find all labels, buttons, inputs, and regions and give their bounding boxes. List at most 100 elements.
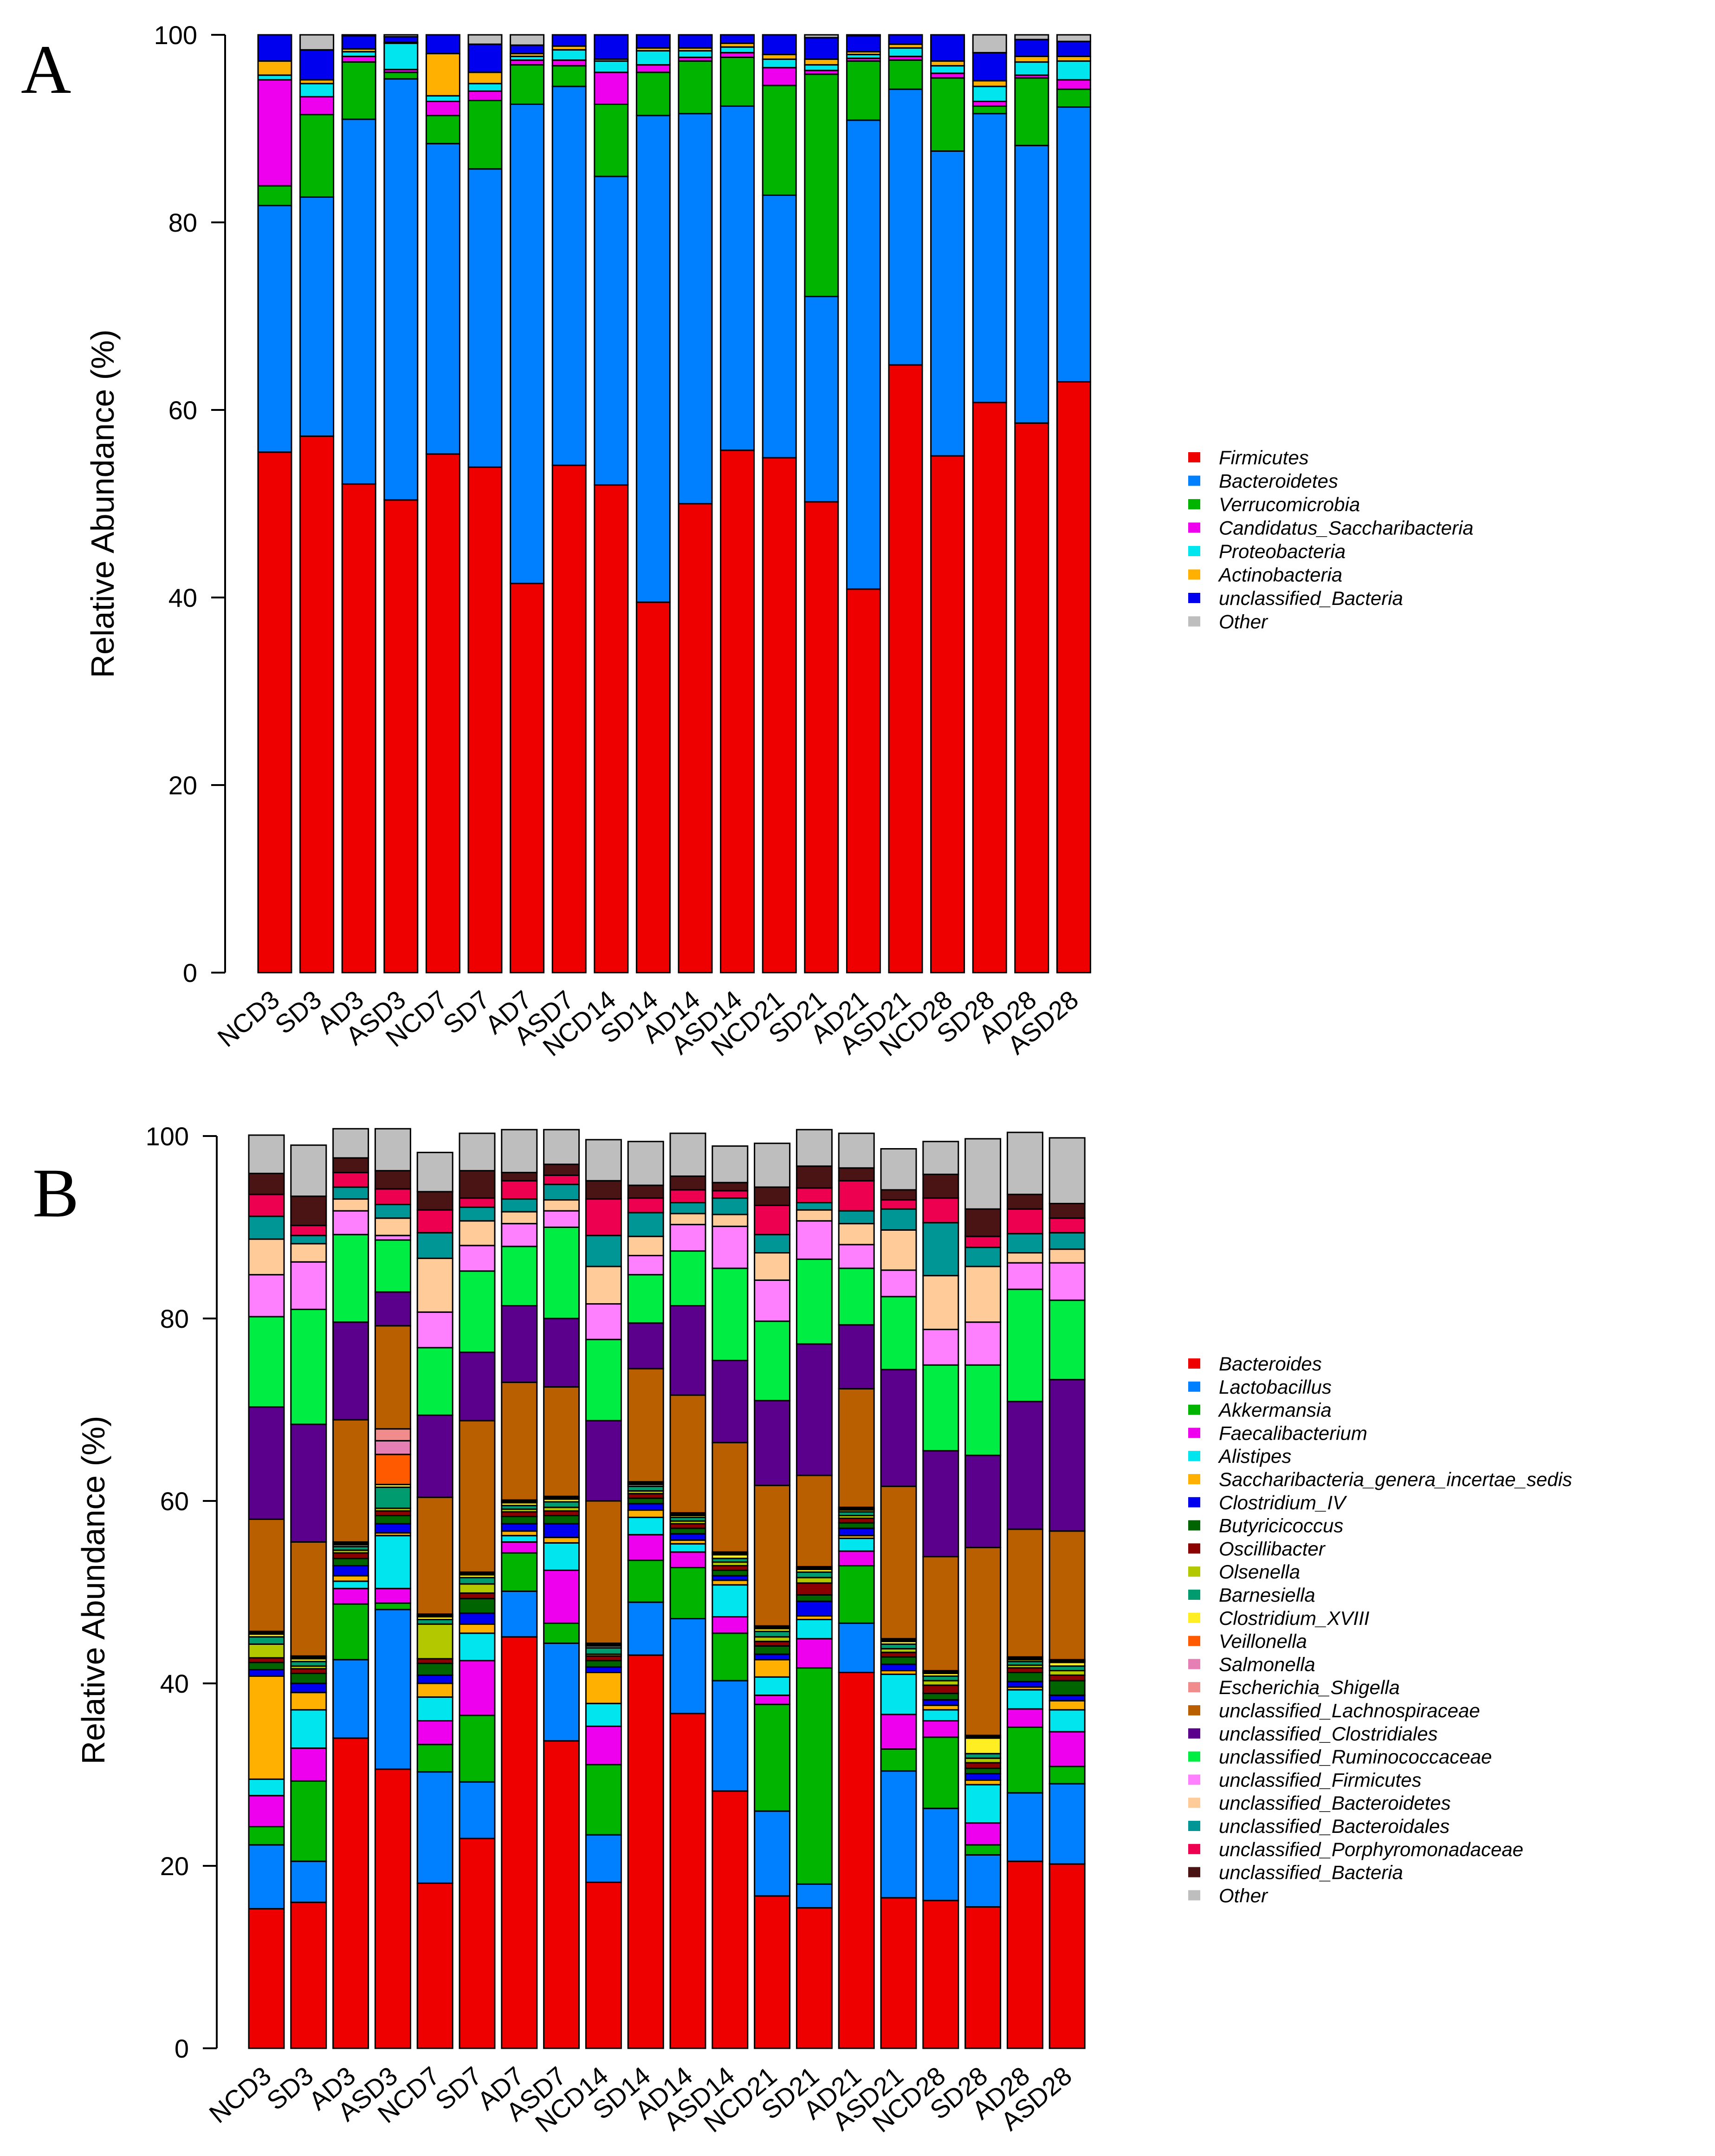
panel-a-bar-asd7 bbox=[551, 34, 587, 974]
panel-b-legend-swatch bbox=[1188, 1590, 1200, 1600]
panel-b-segment-other bbox=[374, 1128, 411, 1172]
panel-b-segment-lactobacillus bbox=[754, 1810, 791, 1897]
panel-b-segment-other bbox=[248, 1134, 285, 1175]
panel-b-segment-alistipes bbox=[543, 1542, 580, 1571]
panel-b-segment-unclassified-firmicutes bbox=[669, 1224, 706, 1252]
panel-a-segment-unclassified-bacteria bbox=[1056, 40, 1091, 57]
panel-b-legend-label: Alistipes bbox=[1217, 1445, 1291, 1467]
panel-b-segment-faecalibacterium bbox=[754, 1695, 791, 1705]
panel-b-segment-unclassified-clostridiales bbox=[248, 1406, 285, 1520]
panel-b-segment-unclassified-clostridiales bbox=[754, 1400, 791, 1487]
panel-b-bar-sd14 bbox=[627, 1141, 664, 2049]
panel-b-segment-faecalibacterium bbox=[712, 1616, 749, 1634]
panel-b-segment-unclassified-ruminococcaceae bbox=[754, 1320, 791, 1402]
panel-b-segment-unclassified-porphyromonadaceae bbox=[290, 1225, 327, 1236]
panel-b-bar-ncd28 bbox=[922, 1141, 959, 2049]
panel-b-segment-barnesiella bbox=[459, 1577, 496, 1585]
panel-b-segment-unclassified-bacteroidales bbox=[669, 1201, 706, 1214]
panel-a-legend-swatch bbox=[1188, 546, 1200, 556]
panel-b-segment-unclassified-bacteria bbox=[796, 1165, 833, 1189]
panel-b-segment-oscillibacter bbox=[922, 1684, 959, 1695]
panel-b-segment-bacteroides bbox=[964, 1906, 1002, 2049]
panel-b-segment-bacteroides bbox=[712, 1790, 749, 2049]
panel-b-legend-label: Clostridium_IV bbox=[1219, 1492, 1347, 1513]
panel-b-legend-label: Butyricicoccus bbox=[1219, 1515, 1343, 1537]
panel-b-segment-salmonella bbox=[374, 1440, 411, 1455]
panel-a-segment-candidatus-saccharibacteria bbox=[1056, 79, 1091, 90]
panel-b-bar-ad28 bbox=[1006, 1131, 1043, 2049]
panel-b-legend-label: unclassified_Bacteria bbox=[1219, 1862, 1403, 1883]
panel-b-segment-unclassified-bacteroidales bbox=[501, 1198, 538, 1213]
panel-b-segment-other bbox=[585, 1139, 622, 1182]
panel-b-segment-lactobacillus bbox=[922, 1807, 959, 1902]
panel-b-segment-unclassified-firmicutes bbox=[1048, 1262, 1086, 1301]
panel-b-segment-unclassified-porphyromonadaceae bbox=[880, 1199, 917, 1210]
panel-b-segment-barnesiella bbox=[543, 1501, 580, 1508]
panel-b-segment-unclassified-bacteroidales bbox=[838, 1210, 875, 1225]
panel-b-segment-alistipes bbox=[248, 1778, 285, 1797]
panel-b-segment-saccharibacteria-genera-incertae-sedis bbox=[332, 1575, 369, 1582]
panel-b-segment-barnesiella bbox=[374, 1487, 411, 1509]
panel-a-bar-asd28 bbox=[1056, 34, 1091, 974]
panel-b-segment-unclassified-clostridiales bbox=[796, 1343, 833, 1476]
panel-b-segment-unclassified-ruminococcaceae bbox=[1048, 1299, 1086, 1381]
panel-b-segment-clostridium-iv bbox=[585, 1666, 622, 1673]
panel-b-segment-unclassified-porphyromonadaceae bbox=[543, 1174, 580, 1185]
panel-b-segment-unclassified-firmicutes bbox=[1006, 1262, 1043, 1290]
panel-b-segment-unclassified-bacteria bbox=[838, 1167, 875, 1182]
panel-b-segment-clostridium-iv bbox=[501, 1523, 538, 1532]
panel-b-legend-label: Bacteroides bbox=[1219, 1353, 1322, 1375]
panel-a-segment-actinobacteria bbox=[972, 80, 1007, 87]
panel-b-y-axis-label: Relative Abundance (%) bbox=[75, 1416, 111, 1765]
panel-b-segment-olsenella bbox=[248, 1643, 285, 1659]
panel-b-segment-unclassified-bacteria bbox=[374, 1170, 411, 1190]
panel-b-segment-unclassified-firmicutes bbox=[880, 1269, 917, 1298]
panel-a-segment-firmicutes bbox=[762, 457, 797, 974]
panel-a-segment-unclassified-bacteria bbox=[510, 44, 545, 54]
panel-b-legend-swatch bbox=[1188, 1520, 1200, 1531]
panel-b-segment-unclassified-clostridiales bbox=[880, 1369, 917, 1487]
panel-b-legend-swatch bbox=[1188, 1659, 1200, 1669]
panel-a-segment-verrucomicrobia bbox=[1014, 77, 1049, 146]
panel-b-segment-akkermansia bbox=[459, 1714, 496, 1783]
panel-b-segment-bacteroides bbox=[543, 1740, 580, 2049]
panel-b-segment-clostridium-iv bbox=[374, 1523, 411, 1534]
panel-b-bar-ad3 bbox=[332, 1128, 369, 2049]
panel-b-segment-unclassified-clostridiales bbox=[964, 1455, 1002, 1548]
panel-b-segment-unclassified-bacteria bbox=[459, 1170, 496, 1199]
panel-a-legend-swatch bbox=[1188, 452, 1200, 462]
panel-b-legend-swatch bbox=[1188, 1682, 1200, 1693]
panel-b-legend-label: Oscillibacter bbox=[1219, 1538, 1326, 1559]
panel-b-segment-lactobacillus bbox=[543, 1643, 580, 1742]
panel-b-segment-unclassified-ruminococcaceae bbox=[585, 1338, 622, 1422]
panel-a-segment-verrucomicrobia bbox=[678, 60, 713, 115]
panel-b-segment-unclassified-ruminococcaceae bbox=[1006, 1288, 1043, 1403]
panel-b-segment-unclassified-clostridiales bbox=[543, 1318, 580, 1388]
panel-b-segment-unclassified-clostridiales bbox=[501, 1305, 538, 1383]
panel-b-segment-unclassified-bacteroidetes bbox=[796, 1209, 833, 1222]
panel-b-segment-unclassified-porphyromonadaceae bbox=[459, 1197, 496, 1208]
panel-b-segment-unclassified-firmicutes bbox=[754, 1279, 791, 1322]
panel-a-segment-proteobacteria bbox=[888, 47, 923, 57]
panel-a-segment-actinobacteria bbox=[1056, 55, 1091, 62]
panel-a-legend-label: unclassified_Bacteria bbox=[1219, 587, 1403, 609]
panel-b-legend-label: Salmonella bbox=[1219, 1653, 1315, 1675]
panel-b-segment-lactobacillus bbox=[964, 1854, 1002, 1908]
panel-a-segment-bacteroidetes bbox=[551, 85, 587, 466]
panel-b-segment-lactobacillus bbox=[501, 1591, 538, 1638]
panel-a-segment-firmicutes bbox=[425, 453, 460, 974]
panel-b-segment-unclassified-bacteria bbox=[1048, 1202, 1086, 1219]
panel-b-segment-faecalibacterium bbox=[416, 1720, 453, 1746]
panel-a-segment-proteobacteria bbox=[1014, 61, 1049, 76]
panel-a-segment-unclassified-bacteria bbox=[888, 34, 923, 45]
panel-a-segment-proteobacteria bbox=[383, 42, 419, 71]
panel-b-legend-swatch bbox=[1188, 1844, 1200, 1854]
panel-b-segment-faecalibacterium bbox=[627, 1534, 664, 1561]
panel-b-segment-unclassified-porphyromonadaceae bbox=[248, 1194, 285, 1217]
panel-b-segment-faecalibacterium bbox=[543, 1569, 580, 1624]
panel-b-segment-unclassified-lachnospiraceae bbox=[459, 1420, 496, 1573]
panel-a-segment-firmicutes bbox=[888, 364, 923, 974]
panel-b-segment-unclassified-lachnospiraceae bbox=[922, 1556, 959, 1671]
panel-b-segment-butyricicoccus bbox=[585, 1660, 622, 1668]
panel-b-segment-alistipes bbox=[880, 1673, 917, 1715]
